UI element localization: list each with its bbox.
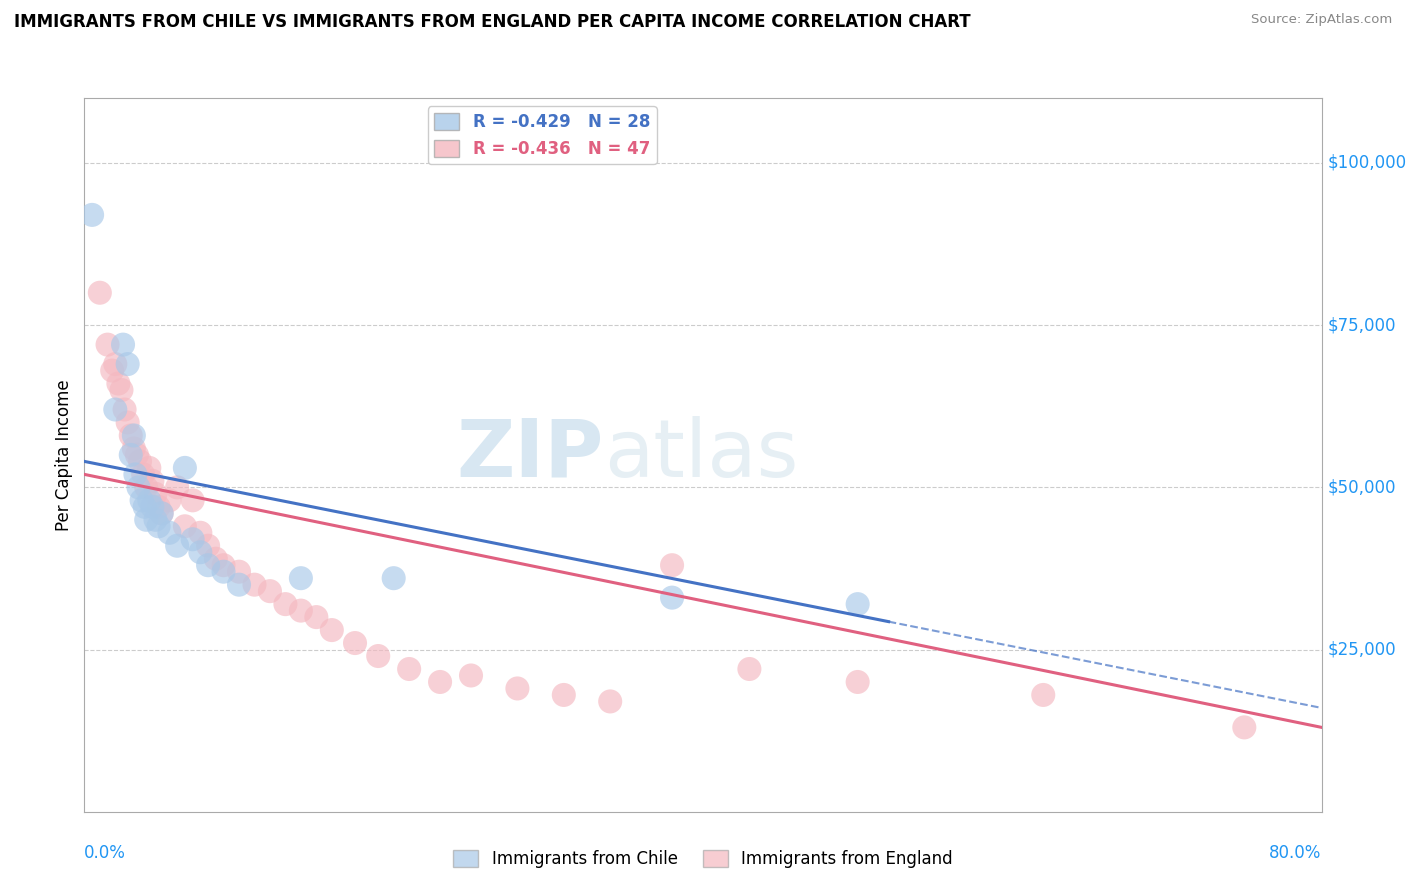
Point: [82, 208, 104, 222]
Point: [120, 448, 142, 462]
Point: [129, 454, 152, 468]
Point: [148, 519, 170, 533]
Point: [599, 694, 621, 708]
Point: [141, 474, 163, 488]
Point: [197, 558, 219, 573]
Point: [305, 610, 328, 624]
Point: [174, 461, 197, 475]
Point: [398, 662, 420, 676]
Point: [205, 551, 228, 566]
Point: [188, 545, 211, 559]
Point: [661, 558, 683, 573]
Point: [132, 467, 155, 482]
Point: [145, 513, 167, 527]
Point: [101, 363, 124, 377]
Point: [124, 467, 146, 482]
Legend: Immigrants from Chile, Immigrants from England: Immigrants from Chile, Immigrants from E…: [447, 843, 959, 875]
Point: [159, 493, 180, 508]
Point: [460, 668, 482, 682]
Point: [107, 376, 129, 391]
Point: [506, 681, 529, 696]
Point: [1032, 688, 1054, 702]
Point: [150, 506, 173, 520]
Point: [117, 416, 139, 430]
Point: [382, 571, 405, 585]
Text: $50,000: $50,000: [1327, 478, 1396, 496]
Point: [141, 500, 163, 514]
Point: [661, 591, 683, 605]
Text: Source: ZipAtlas.com: Source: ZipAtlas.com: [1251, 13, 1392, 27]
Point: [367, 648, 389, 663]
Point: [120, 428, 142, 442]
Text: atlas: atlas: [605, 416, 799, 494]
Point: [274, 597, 297, 611]
Point: [135, 513, 157, 527]
Text: $25,000: $25,000: [1327, 640, 1396, 658]
Text: $75,000: $75,000: [1327, 316, 1396, 334]
Point: [197, 539, 219, 553]
Point: [259, 584, 281, 599]
Point: [122, 442, 145, 456]
Point: [290, 604, 312, 618]
Point: [104, 402, 127, 417]
Text: ZIP: ZIP: [457, 416, 605, 494]
Point: [188, 525, 211, 540]
Point: [1233, 720, 1256, 734]
Text: 80.0%: 80.0%: [1270, 844, 1322, 862]
Point: [212, 558, 235, 573]
Point: [243, 577, 266, 591]
Point: [117, 357, 139, 371]
Text: 0.0%: 0.0%: [84, 844, 127, 862]
Point: [138, 493, 160, 508]
Point: [846, 675, 869, 690]
Text: IMMIGRANTS FROM CHILE VS IMMIGRANTS FROM ENGLAND PER CAPITA INCOME CORRELATION C: IMMIGRANTS FROM CHILE VS IMMIGRANTS FROM…: [14, 13, 970, 31]
Point: [181, 493, 204, 508]
Point: [738, 662, 761, 676]
Point: [114, 402, 136, 417]
Point: [159, 525, 180, 540]
Point: [553, 688, 575, 702]
Point: [228, 577, 250, 591]
Point: [122, 428, 145, 442]
Point: [145, 487, 167, 501]
Point: [150, 506, 173, 520]
Point: [228, 565, 250, 579]
Point: [131, 493, 153, 508]
Point: [125, 448, 148, 462]
Point: [110, 383, 132, 397]
Point: [135, 480, 157, 494]
Point: [134, 500, 156, 514]
Point: [89, 285, 111, 300]
Point: [148, 500, 170, 514]
Point: [166, 539, 188, 553]
Point: [127, 480, 149, 494]
Point: [96, 337, 118, 351]
Point: [138, 461, 160, 475]
Point: [166, 480, 188, 494]
Point: [343, 636, 366, 650]
Point: [181, 533, 204, 547]
Point: [112, 337, 135, 351]
Y-axis label: Per Capita Income: Per Capita Income: [55, 379, 73, 531]
Point: [104, 357, 127, 371]
Point: [321, 623, 343, 637]
Point: [429, 675, 451, 690]
Point: [290, 571, 312, 585]
Text: $100,000: $100,000: [1327, 154, 1406, 172]
Point: [846, 597, 869, 611]
Point: [212, 565, 235, 579]
Point: [174, 519, 197, 533]
